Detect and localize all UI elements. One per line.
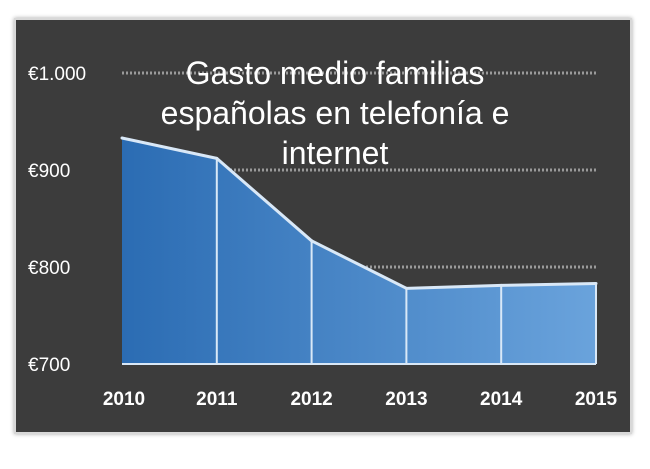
x-tick-label: 2013 [385, 389, 427, 410]
x-tick-label: 2015 [575, 389, 618, 410]
data-point-2014 [499, 283, 503, 287]
line-segment-2014 [501, 281, 597, 287]
line-segment-2012 [310, 239, 408, 290]
data-point-2011 [215, 156, 219, 160]
chart-title-line: Gasto medio familias [186, 55, 485, 91]
y-tick-label: €900 [28, 161, 70, 182]
data-point-2012 [310, 239, 314, 243]
x-tick-label: 2010 [103, 389, 145, 410]
chart-title-line: internet [282, 135, 389, 171]
x-tick-label: 2011 [196, 389, 238, 410]
line-segment-2013 [406, 283, 502, 290]
y-tick-label: €700 [28, 355, 70, 376]
area-fill [122, 137, 596, 364]
chart-title-line: españolas en telefonía e [161, 95, 510, 131]
line-segment-2011 [215, 157, 313, 242]
x-tick-label: 2014 [480, 389, 523, 410]
y-tick-label: €800 [28, 258, 70, 279]
line-segment-2010 [121, 136, 218, 160]
data-point-2013 [404, 286, 408, 290]
y-tick-label: €1.000 [28, 64, 86, 85]
data-point-2015 [594, 281, 598, 285]
data-point-2010 [120, 136, 124, 140]
x-tick-label: 2012 [290, 389, 332, 410]
